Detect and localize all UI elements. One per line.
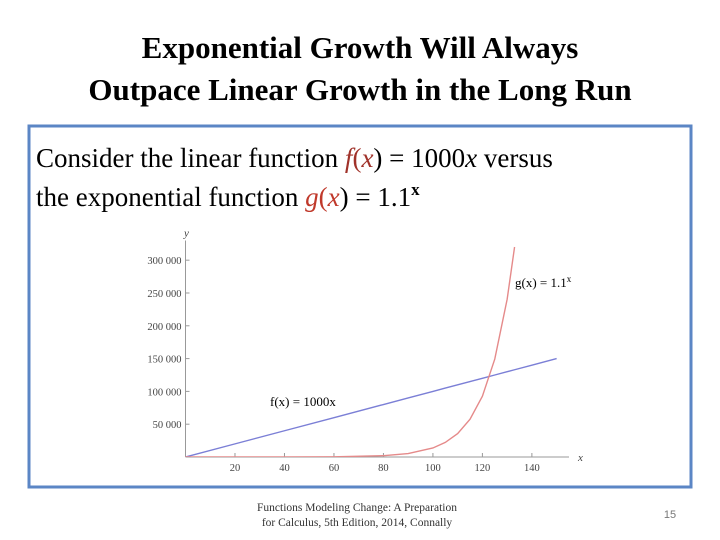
text: Consider the linear function <box>36 143 345 173</box>
text: ( <box>352 143 361 173</box>
x-tick-label: 60 <box>329 463 340 474</box>
x-tick-label: 80 <box>378 463 389 474</box>
text: f <box>345 143 356 173</box>
content-frame <box>27 124 693 489</box>
x-tick-label: 100 <box>425 463 441 474</box>
series-line <box>185 246 516 457</box>
annotation-text: x <box>567 274 572 284</box>
y-tick-label: 100 000 <box>147 387 181 398</box>
x-axis-label: x <box>577 452 583 464</box>
annotation: g(x) = 1.1x <box>515 274 572 290</box>
x-tick-label: 120 <box>475 463 491 474</box>
text: x <box>360 143 373 173</box>
annotation-text: g(x) = 1.1 <box>515 275 567 290</box>
text: x <box>464 143 477 173</box>
y-tick-label: 200 000 <box>147 322 181 333</box>
y-axis-label: y <box>183 228 189 240</box>
page-number: 15 <box>664 509 676 521</box>
y-tick-label: 300 000 <box>147 256 181 267</box>
series-line <box>185 357 557 457</box>
footer-line: Functions Modeling Change: A Preparation <box>257 502 457 514</box>
y-tick-label: 50 000 <box>153 420 182 431</box>
title-line: Outpace Linear Growth in the Long Run <box>88 72 631 107</box>
x-tick-label: 40 <box>279 463 290 474</box>
text: ) = 1000 <box>373 143 465 173</box>
title-line: Exponential Growth Will Always <box>142 30 579 65</box>
x-tick-label: 20 <box>230 463 241 474</box>
y-tick-label: 250 000 <box>147 289 181 300</box>
text: x <box>327 182 340 212</box>
y-tick-label: 150 000 <box>147 355 181 366</box>
text: x <box>411 180 420 199</box>
annotation: f(x) = 1000x <box>270 394 336 409</box>
text: ) = 1.1 <box>340 182 411 212</box>
footer-line: for Calculus, 5th Edition, 2014, Connall… <box>262 517 453 529</box>
chart: x y 20 40 60 80 100 120 140 50 000 100 000 150 000 2… <box>147 228 583 475</box>
text: g <box>305 182 319 212</box>
text: the exponential function <box>36 182 305 212</box>
x-tick-label: 140 <box>524 463 540 474</box>
body-line: the exponential function g(x) = 1.1x <box>36 180 420 212</box>
body-line: Consider the linear function f(x) = 1000… <box>36 143 553 173</box>
text: ( <box>319 182 328 212</box>
text: versus <box>477 143 553 173</box>
